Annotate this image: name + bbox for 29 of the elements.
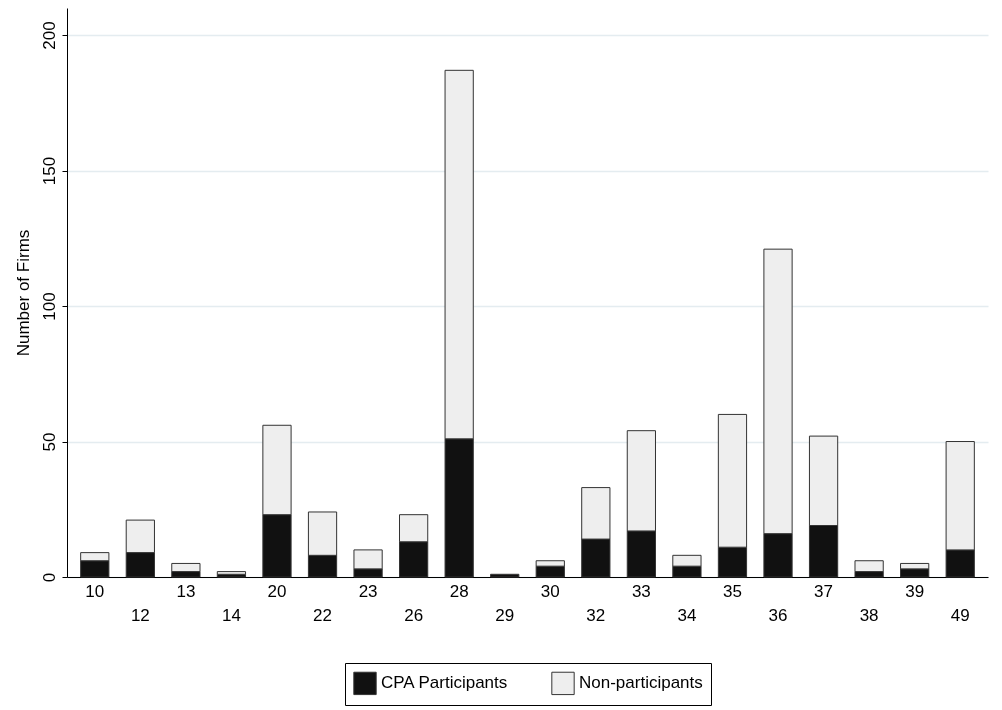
y-tick-label: 100 xyxy=(39,292,59,321)
bar xyxy=(490,573,520,578)
x-tick-label: 30 xyxy=(540,581,560,601)
x-tick-label: 13 xyxy=(176,581,196,601)
legend-label: CPA Participants xyxy=(381,673,508,693)
x-tick-label: 37 xyxy=(814,581,834,601)
x-tick-label: 26 xyxy=(404,605,424,625)
x-tick-label: 32 xyxy=(586,605,606,625)
legend-label: Non-participants xyxy=(579,673,703,693)
y-axis-title: Number of Firms xyxy=(13,229,33,357)
x-tick-label: 49 xyxy=(950,605,970,625)
x-tick-label: 33 xyxy=(631,581,651,601)
x-tick-label: 14 xyxy=(221,605,241,625)
x-tick-label: 12 xyxy=(130,605,150,625)
x-tick-label: 22 xyxy=(313,605,332,625)
y-tick-label: 0 xyxy=(39,572,59,583)
x-tick-label: 29 xyxy=(495,605,515,625)
x-tick-label: 38 xyxy=(859,605,879,625)
x-tick-label: 39 xyxy=(905,581,925,601)
y-tick-label: 50 xyxy=(39,432,59,452)
x-tick-label: 10 xyxy=(85,581,105,601)
x-tick-label: 35 xyxy=(723,581,742,601)
x-tick-label: 23 xyxy=(358,581,378,601)
x-tick-label: 28 xyxy=(449,581,469,601)
y-tick-label: 150 xyxy=(39,156,59,186)
x-tick-label: 34 xyxy=(677,605,697,625)
y-tick-label: 200 xyxy=(39,21,59,50)
x-tick-label: 36 xyxy=(768,605,788,625)
x-tick-label: 20 xyxy=(267,581,287,601)
